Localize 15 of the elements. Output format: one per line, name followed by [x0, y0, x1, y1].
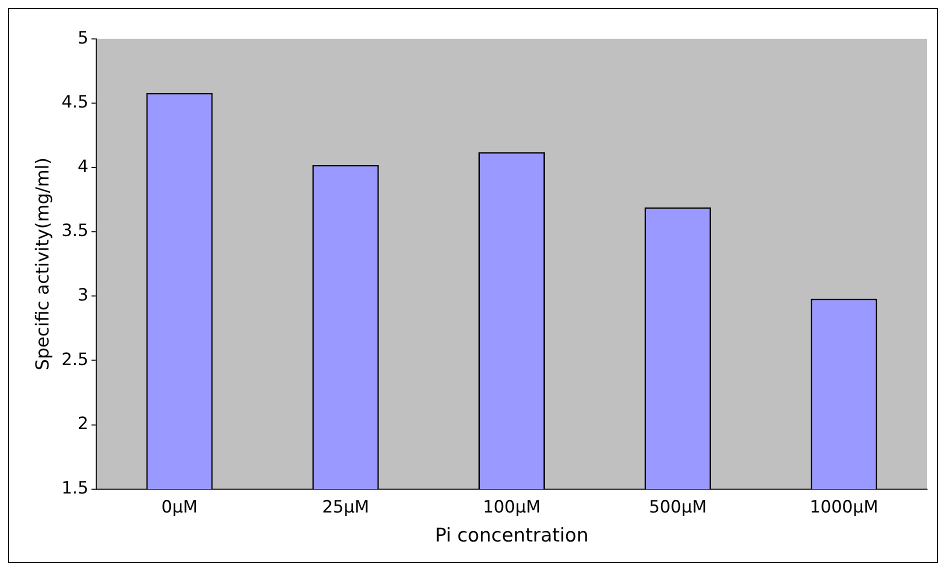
- x-tick-label: 100μM: [482, 496, 541, 517]
- x-tick-label: 0μM: [161, 496, 198, 517]
- y-tick-label: 2.5: [62, 348, 88, 369]
- y-tick-label: 4: [78, 156, 88, 176]
- y-tick-label: 3.5: [62, 220, 88, 240]
- x-tick-label: 25μM: [322, 496, 370, 517]
- y-tick-label: 1.5: [62, 477, 88, 498]
- y-tick-label: 5: [78, 27, 88, 48]
- x-tick-label: 1000μM: [810, 496, 878, 517]
- y-tick-label: 4.5: [62, 92, 88, 112]
- y-axis-title: Specific activity(mg/ml): [32, 158, 54, 370]
- y-tick-label: 3: [78, 284, 88, 305]
- x-axis-title: Pi concentration: [434, 524, 589, 547]
- y-tick-label: 2: [78, 413, 88, 434]
- x-tick-label: 500μM: [648, 496, 707, 517]
